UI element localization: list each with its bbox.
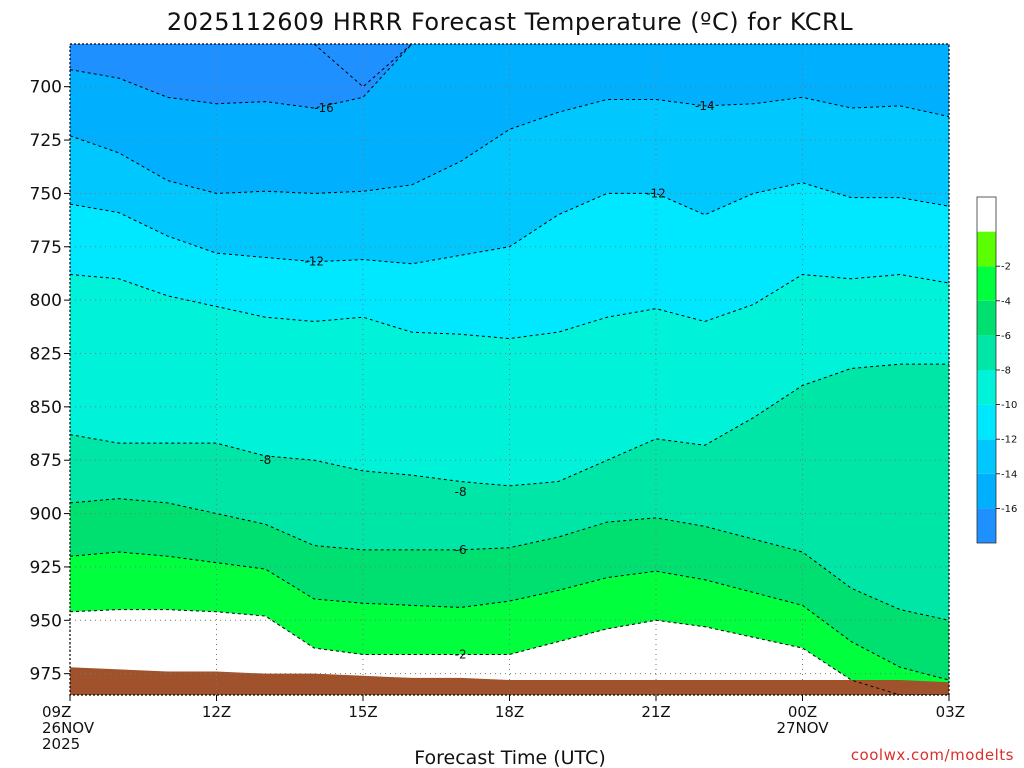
colorbar-cell: [977, 300, 996, 336]
x-tick-label: 15Z: [348, 703, 377, 721]
chart-title: 2025112609 HRRR Forecast Temperature (ºC…: [167, 8, 853, 36]
isotherm--8: [70, 363, 949, 487]
colorbar-label: -14: [1001, 469, 1017, 480]
colorbar: -16 -14 -12 -10 -8 -6 -4 -2: [976, 196, 1017, 544]
isotherm--18: [313, 44, 413, 88]
credit-text: coolwx.com/modelts: [851, 746, 1014, 764]
contour-label: -6: [455, 543, 467, 557]
x-tick-label: 18Z: [495, 703, 524, 721]
isotherm--14: [70, 96, 949, 194]
colorbar-cell: [977, 197, 996, 232]
y-tick-label: 900: [30, 505, 62, 525]
colorbar-cell: [977, 370, 996, 405]
y-tick-label: 775: [30, 238, 62, 258]
y-tick-label: 825: [30, 344, 62, 364]
x-tick-label: 03Z: [936, 703, 965, 721]
colorbar-label: -16: [1001, 504, 1017, 515]
x-tick-label: 2025: [42, 735, 80, 753]
terrain-below-surface: [70, 667, 949, 695]
isotherm--2: [70, 609, 949, 695]
y-tick-label: 875: [30, 451, 62, 471]
y-axis: 700 725 750 775 800 825 850 875 900 925 950 975: [30, 78, 70, 685]
contour-label: -2: [455, 647, 467, 661]
colorbar-cell: [977, 439, 996, 474]
colorbar-label: -6: [1001, 331, 1011, 342]
x-tick-label: 12Z: [202, 703, 231, 721]
contour-label: -16: [314, 101, 334, 115]
isotherm--4: [70, 551, 949, 681]
colorbar-label: -12: [1001, 435, 1017, 446]
contour-label: -12: [304, 255, 324, 269]
colorbar-cell: [977, 473, 996, 509]
colorbar-cell: [977, 231, 996, 267]
isotherm--6: [70, 498, 949, 621]
colorbar-label: -4: [1001, 296, 1011, 307]
temperature-band: [314, 44, 412, 87]
y-tick-label: 750: [30, 184, 62, 204]
y-tick-label: 950: [30, 611, 62, 631]
colorbar-label: -8: [1001, 366, 1011, 377]
plot-area: -16 -14 -12 -12 -8 -8 -6 -2: [69, 43, 950, 696]
temperature-band: [70, 44, 412, 109]
y-tick-label: 700: [30, 78, 62, 98]
colorbar-cell: [977, 404, 996, 440]
x-tick-label: 26NOV: [42, 719, 95, 737]
isotherm--16: [70, 44, 413, 109]
isotherm--10: [70, 274, 949, 340]
colorbar-cell: [977, 508, 996, 543]
colorbar-label: -2: [1001, 262, 1011, 273]
contour-label: -14: [695, 99, 715, 113]
x-tick-label: 21Z: [641, 703, 670, 721]
y-tick-label: 850: [30, 398, 62, 418]
y-tick-label: 800: [30, 291, 62, 311]
x-axis-title: Forecast Time (UTC): [414, 747, 605, 768]
x-tick-label: 00Z: [788, 703, 817, 721]
y-tick-label: 975: [30, 665, 62, 685]
x-tick-label: 09Z: [42, 703, 71, 721]
y-tick-label: 725: [30, 131, 62, 151]
contour-label: -12: [646, 186, 666, 200]
contour-label: -8: [259, 453, 271, 467]
colorbar-cell: [977, 335, 996, 370]
x-tick-label: 27NOV: [776, 719, 829, 737]
isotherm--12: [70, 182, 949, 265]
y-tick-label: 925: [30, 558, 62, 578]
colorbar-cell: [977, 266, 996, 301]
colorbar-label: -10: [1001, 400, 1017, 411]
contour-label: -8: [455, 485, 467, 499]
